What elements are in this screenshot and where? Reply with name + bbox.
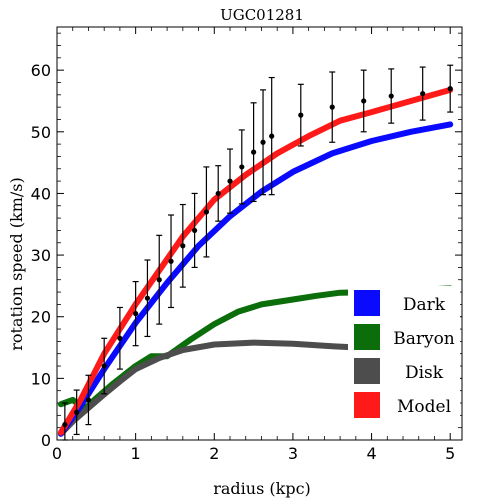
y-tick-label: 40: [31, 184, 51, 203]
x-tick-label: 4: [366, 444, 376, 463]
data-point: [133, 311, 139, 317]
data-point: [215, 190, 221, 197]
chart-title: UGC01281: [220, 6, 304, 24]
data-point: [269, 133, 275, 139]
y-tick-label: 20: [31, 308, 51, 327]
data-point: [420, 90, 426, 97]
data-point: [85, 397, 92, 403]
y-axis-label: rotation speed (km/s): [7, 177, 26, 351]
data-point: [203, 209, 210, 215]
y-tick-label: 30: [31, 246, 51, 265]
data-point: [260, 139, 266, 145]
legend-swatch-disk: [354, 358, 380, 384]
legend-label-disk: Disk: [405, 363, 444, 383]
legend-swatch-model: [354, 392, 380, 418]
data-point: [180, 243, 186, 249]
data-point: [168, 258, 174, 264]
data-point: [156, 277, 162, 283]
axis-ticks: [56, 27, 462, 441]
data-point: [117, 335, 123, 341]
data-point: [388, 93, 394, 99]
data-point: [144, 295, 151, 301]
data-point: [361, 98, 367, 104]
data-point: [239, 164, 245, 170]
legend-label-baryon: Baryon: [393, 329, 455, 349]
observation-points: [61, 64, 454, 441]
legend-label-model: Model: [397, 397, 451, 417]
legend: Dark Baryon Disk Model: [348, 286, 460, 424]
x-tick-label: 1: [131, 444, 141, 463]
data-point: [101, 363, 107, 369]
x-tick-label: 2: [209, 444, 219, 463]
data-point: [447, 86, 453, 92]
data-point: [62, 421, 68, 428]
plot-frame: [56, 26, 463, 441]
plot-border: [56, 26, 463, 441]
x-tick-label: 5: [445, 444, 455, 463]
y-tick-label: 0: [41, 431, 51, 450]
x-axis-label: radius (kpc): [213, 479, 311, 498]
data-point: [329, 104, 335, 110]
data-point: [192, 227, 198, 234]
x-tick-label: 0: [52, 444, 62, 463]
legend-swatch-dark: [354, 290, 380, 316]
y-tick-label: 50: [31, 123, 51, 142]
data-point: [74, 409, 80, 415]
legend-label-dark: Dark: [403, 295, 446, 315]
y-tick-label: 10: [31, 369, 51, 388]
x-tick-label: 3: [288, 444, 298, 463]
legend-swatch-baryon: [354, 324, 380, 350]
y-tick-label: 60: [31, 61, 51, 80]
data-point: [227, 178, 233, 184]
data-point: [251, 149, 257, 155]
data-point: [298, 112, 304, 118]
